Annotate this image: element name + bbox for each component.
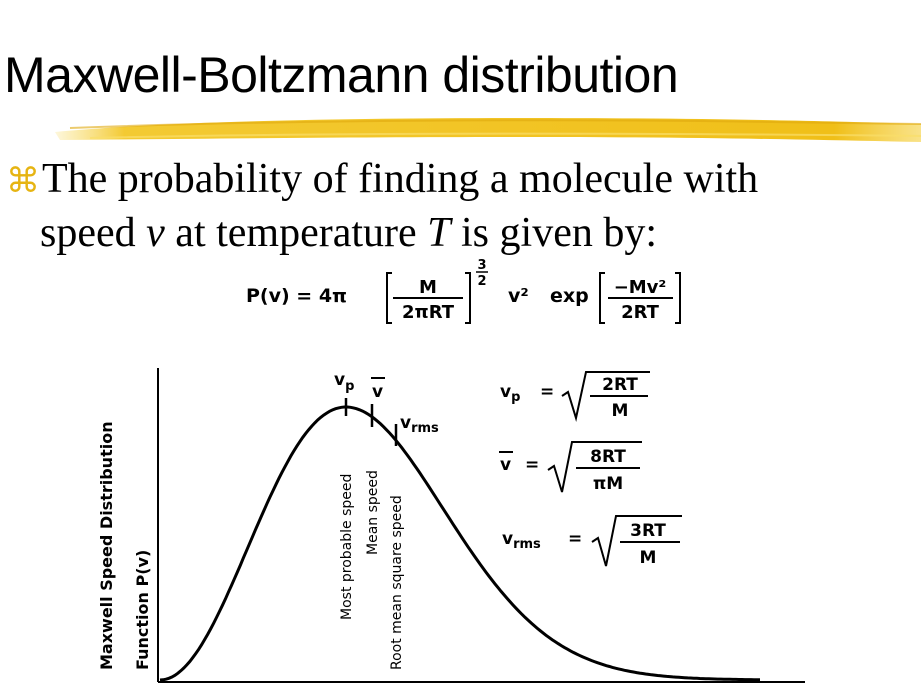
exponent-numerator: 3 [477,258,486,273]
bracket-right-2 [675,272,681,324]
title-underline-brush-stroke [55,118,921,142]
formula-lhs: P(v) = 4π [246,285,347,307]
bullet-line-2-part: is given by: [450,210,658,256]
slide-title: Maxwell-Boltzmann distribution [4,47,679,103]
distribution-curve [159,405,760,682]
side-vbar-lhs: v [500,455,511,475]
vp-label: vp [334,370,354,394]
annotation-mean-speed: Mean speed [365,470,381,555]
bullet-paragraph: ⌘The probability of finding a molecule w… [6,153,906,259]
bullet-line-1: The probability of finding a molecule wi… [42,156,759,202]
side-vbar-eq: = [525,455,539,475]
exponent-denominator: 2 [477,274,486,289]
vrms-label: vrms [400,413,439,436]
sqrt-sign [547,441,642,493]
side-vrms-eq: = [568,529,582,549]
side-formula-vbar: v = 8RT πM [499,441,642,494]
side-vbar-den: πM [593,474,623,494]
formula-exp: exp [550,285,589,307]
variable-v: v [146,210,165,256]
y-axis-label: Maxwell Speed Distribution Function P(v) [97,421,152,670]
y-axis-label-line-1: Maxwell Speed Distribution [97,421,116,670]
vbar-label: v [372,382,383,402]
frac2-numerator: −Mv² [614,277,667,298]
sqrt-sign [561,371,650,422]
frac2-denominator: 2RT [621,302,660,323]
side-vp-den: M [612,401,629,421]
annotation-rms-speed: Root mean square speed [389,495,405,670]
side-vp-eq: = [540,382,554,402]
frac1-denominator: 2πRT [402,302,455,323]
side-formula-vrms: vrms = 3RT M [502,515,682,568]
main-formula: P(v) = 4π M 2πRT 3 2 v² exp −Mv² 2RT [246,258,681,324]
side-formula-vp: vp = 2RT M [500,371,650,422]
formula-v-squared: v² [508,285,529,307]
side-vbar-num: 8RT [590,447,626,467]
bullet-line-2-part: speed [40,210,147,256]
side-vrms-den: M [640,548,657,568]
frac1-numerator: M [419,277,437,298]
bracket-right [465,272,471,324]
y-axis-label-line-2: Function P(v) [133,550,152,670]
bullet-line-2: speed v at temperature T is given by: [6,207,906,259]
side-vp-num: 2RT [602,375,638,395]
bracket-left-2 [599,272,605,324]
command-key-bullet-icon: ⌘ [6,161,40,201]
side-vrms-lhs: vrms [502,529,541,552]
annotation-most-probable-speed: Most probable speed [339,474,355,620]
bullet-line-2-part: at temperature [164,210,428,256]
variable-T: T [427,210,451,256]
sqrt-sign [591,515,682,567]
side-vrms-num: 3RT [630,521,666,541]
side-vp-lhs: vp [500,382,520,405]
bracket-left [386,272,392,324]
